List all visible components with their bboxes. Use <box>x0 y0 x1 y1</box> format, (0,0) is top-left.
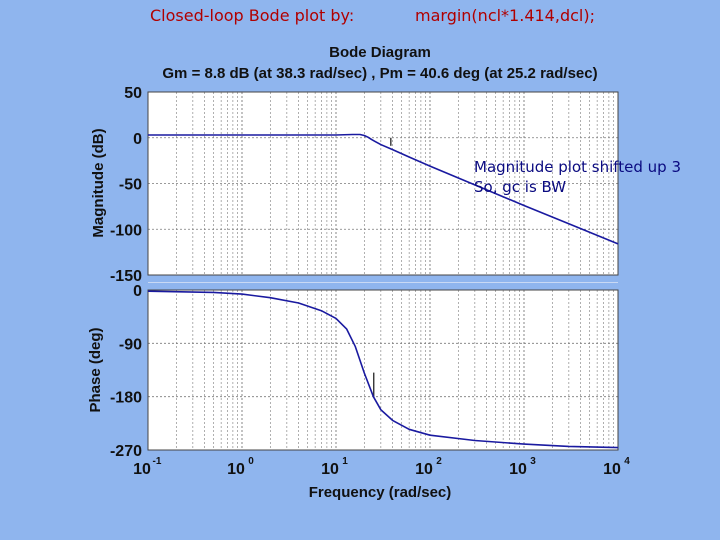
marker-layer <box>373 137 392 397</box>
magnitude-ytick-label: 50 <box>124 85 142 102</box>
xtick-label: 10 <box>321 461 339 478</box>
xtick-label: 10 <box>133 461 151 478</box>
chart-xlabel: Frequency (rad/sec) <box>309 484 452 501</box>
magnitude-plot-area <box>148 92 618 275</box>
xtick-label: 10 <box>227 461 245 478</box>
grid-layer <box>147 91 619 451</box>
xtick-exponent: 2 <box>436 456 442 467</box>
magnitude-ytick-label: 0 <box>133 131 142 148</box>
magnitude-ytick-label: -100 <box>110 222 142 239</box>
curve-layer <box>147 133 619 449</box>
xtick-exponent: 0 <box>248 456 254 467</box>
xtick-exponent: -1 <box>153 456 162 467</box>
slide-heading-right: margin(ncl*1.414,dcl); <box>415 6 595 25</box>
phase-ytick-label: -180 <box>110 390 142 407</box>
magnitude-ytick-label: -150 <box>110 268 142 285</box>
magnitude-curve <box>148 133 619 245</box>
phase-frame <box>147 289 619 451</box>
phase-plot-area <box>148 290 618 450</box>
phase-ytick-label: 0 <box>133 283 142 300</box>
xtick-exponent: 4 <box>624 456 630 467</box>
xtick-label: 10 <box>603 461 621 478</box>
chart-subtitle: Gm = 8.8 dB (at 38.3 rad/sec) , Pm = 40.… <box>162 65 597 82</box>
phase-curve <box>147 290 619 449</box>
xtick-exponent: 1 <box>342 456 348 467</box>
annotation-line-2: So, gc is BW <box>474 178 567 196</box>
magnitude-ytick-label: -50 <box>119 177 142 194</box>
phase-ytick-label: -90 <box>119 336 142 353</box>
slide-heading-left: Closed-loop Bode plot by: <box>150 6 355 25</box>
phase-ylabel: Phase (deg) <box>87 327 104 412</box>
xtick-label: 10 <box>509 461 527 478</box>
chart-title: Bode Diagram <box>329 44 431 61</box>
magnitude-ylabel: Magnitude (dB) <box>90 128 107 237</box>
annotation-line-1: Magnitude plot shifted up 3 <box>474 158 681 176</box>
magnitude-frame <box>147 91 619 276</box>
xtick-label: 10 <box>415 461 433 478</box>
xtick-exponent: 3 <box>530 456 536 467</box>
phase-ytick-label: -270 <box>110 443 142 460</box>
